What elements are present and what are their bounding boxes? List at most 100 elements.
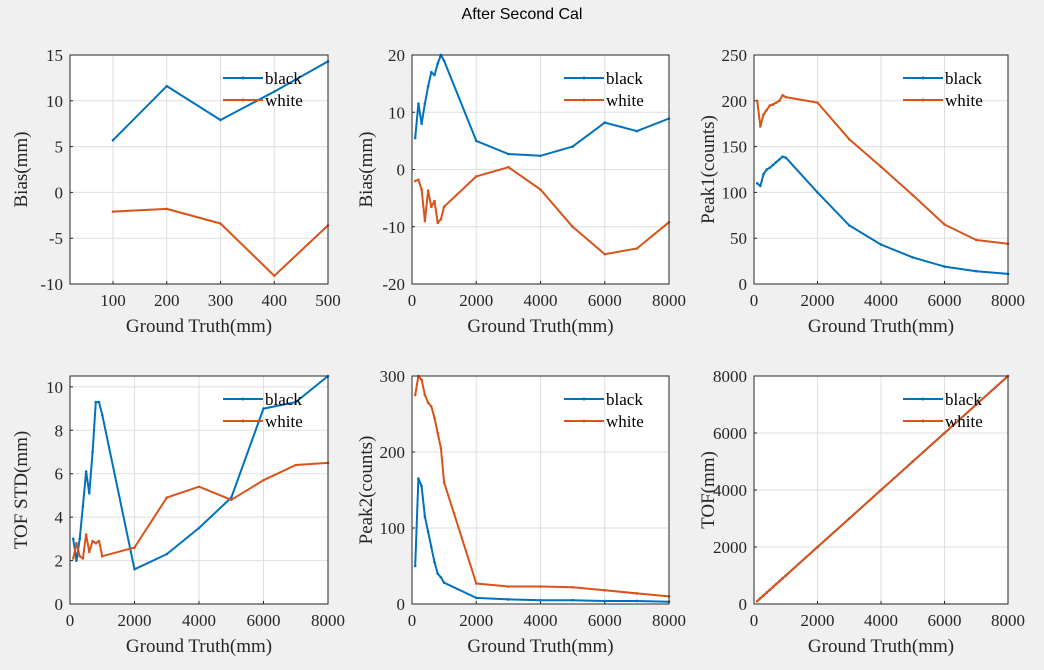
chart5-series-white-point	[762, 594, 765, 597]
chart4-series-black-point	[603, 599, 607, 603]
chart2-series-black-point	[879, 243, 883, 246]
chart0-y-tick-label: -5	[49, 229, 63, 248]
chart1-series-black-point	[420, 122, 423, 125]
chart4-series-white-point	[571, 585, 574, 589]
chart3-x-tick-label: 6000	[247, 611, 281, 630]
chart4-series-black-point	[429, 545, 433, 549]
chart3-series-white-point	[81, 557, 85, 560]
chart1-y-tick-label: 10	[388, 103, 405, 122]
chart5-y-axis-label: TOF(mm)	[698, 451, 719, 529]
chart2-x-axis-label: Ground Truth(mm)	[808, 316, 954, 337]
chart3-series-white-point	[88, 550, 91, 554]
chart2-series-black-point	[768, 166, 772, 169]
chart3-x-axis-label: Ground Truth(mm)	[126, 636, 272, 657]
chart4-x-tick-label: 8000	[652, 611, 686, 630]
chart2-legend-black-marker	[921, 76, 925, 80]
chart3-series-black-point	[78, 537, 81, 541]
chart1-series-black-point	[423, 102, 427, 105]
chart0-legend-white-label: white	[265, 91, 303, 110]
chart2-series-white-point	[847, 137, 851, 141]
chart3-legend-black-label: black	[265, 390, 302, 409]
chart0-axes-frame	[69, 54, 329, 285]
chart2-series-black-point	[781, 155, 784, 158]
chart5-series-white-point	[781, 577, 784, 580]
chart2-y-tick-label: 150	[722, 138, 748, 157]
chart1-y-tick-label: 0	[397, 161, 406, 180]
chart2-series-white-point	[755, 99, 759, 103]
chart5-y-tick-label: 2000	[713, 538, 747, 557]
chart5-legend-white-marker	[921, 419, 925, 423]
chart1-series-white-point	[539, 188, 542, 191]
chart0-x-axis-label: Ground Truth(mm)	[126, 316, 272, 337]
chart3-series-black-point	[94, 400, 98, 404]
chart1-series-white-point	[436, 221, 440, 225]
chart5-series-white-point	[768, 588, 772, 592]
chart0-axes: 100 200 300 400 500 -10 -5 0 5 10 15 Ground Truth(m…	[11, 46, 341, 337]
chart4-series-black-point	[474, 596, 478, 600]
chart2-series-white-point	[879, 165, 883, 169]
chart4-series-white-point	[433, 416, 436, 420]
chart3-series-black-point	[84, 470, 88, 473]
chart2-y-tick-label: 200	[722, 92, 748, 111]
chart2-series-white-point	[816, 101, 819, 104]
chart4-series-black-point	[635, 599, 639, 603]
chart1-series-white-point	[507, 165, 510, 169]
chart3-series-black-point	[75, 559, 78, 562]
chart2-y-tick-label: 50	[730, 229, 747, 248]
chart5-series-white-point	[784, 574, 788, 577]
chart2-series-black-point	[771, 163, 775, 167]
chart3-axes: 0 2000 4000 6000 8000 0 2 4 6 8 10 Ground Truth(mm)…	[11, 374, 345, 657]
chart1-x-tick-label: 4000	[524, 291, 558, 310]
chart2-series-black-point	[784, 156, 788, 159]
chart3-legend-white-marker	[241, 419, 245, 423]
chart2-series-white-point	[771, 103, 775, 106]
chart5-series-white-point	[755, 599, 759, 603]
chart0-y-tick-label: -10	[40, 275, 63, 294]
chart3-y-axis-label: TOF STD(mm)	[11, 431, 32, 549]
chart2-series-black-point	[943, 265, 946, 268]
chart1-series-black-point	[635, 129, 639, 133]
chart5-y-tick-label: 0	[739, 595, 748, 614]
chart4-series-white-point	[423, 393, 427, 397]
chart1-y-tick-label: -10	[382, 218, 405, 237]
chart4-x-tick-label: 6000	[588, 611, 622, 630]
chart4-series-white-point	[442, 481, 446, 484]
chart4-y-tick-label: 0	[397, 595, 406, 614]
chart1-series-white-point	[571, 225, 574, 229]
chart4-y-tick-label: 300	[380, 367, 406, 386]
chart5-series-white-point	[943, 431, 946, 435]
chart3-series-white-point	[165, 496, 169, 499]
chart4-series-black-point	[420, 484, 423, 488]
chart2-series-white-point	[768, 104, 772, 107]
chart3-x-tick-label: 2000	[118, 611, 152, 630]
chart1-series-white-point	[603, 252, 607, 256]
chart4-series-white-point	[413, 393, 417, 397]
chart5-axes: 0 2000 4000 6000 8000 0 2000 4000 6000 8000 Ground…	[698, 367, 1025, 657]
chart3-series-black-point	[262, 407, 265, 410]
chart4-x-tick-label: 0	[408, 611, 417, 630]
chart2-series-white-point	[762, 113, 765, 116]
chart0-plot-area	[70, 55, 328, 284]
chart4-legend-black-marker	[582, 397, 586, 401]
chart2-series-black-point	[778, 158, 781, 161]
chart2-series-white-point	[781, 94, 784, 97]
chart2-x-tick-label: 0	[750, 291, 759, 310]
chart1-series-white-point	[423, 219, 427, 223]
chart3-series-black-point	[133, 567, 136, 571]
chart4-series-white-point	[426, 401, 430, 404]
chart3-series-white-point	[100, 554, 104, 558]
chart1-series-white-point	[413, 179, 417, 183]
chart3-series-black-point	[294, 400, 298, 404]
chart4-series-white-point	[474, 582, 478, 585]
chart3-y-tick-label: 0	[55, 595, 64, 614]
chart2-series-black-point	[759, 184, 762, 188]
chart5-x-tick-label: 2000	[801, 611, 835, 630]
chart1-series-white-point	[433, 199, 436, 203]
chart5-x-axis-label: Ground Truth(mm)	[808, 636, 954, 657]
chart1-series-black-point	[426, 85, 430, 88]
chart3-series-white-point	[229, 498, 233, 502]
chart3-series-white-point	[91, 539, 94, 543]
chart2-series-black-point	[974, 269, 978, 273]
chart4-series-white-point	[436, 431, 440, 435]
